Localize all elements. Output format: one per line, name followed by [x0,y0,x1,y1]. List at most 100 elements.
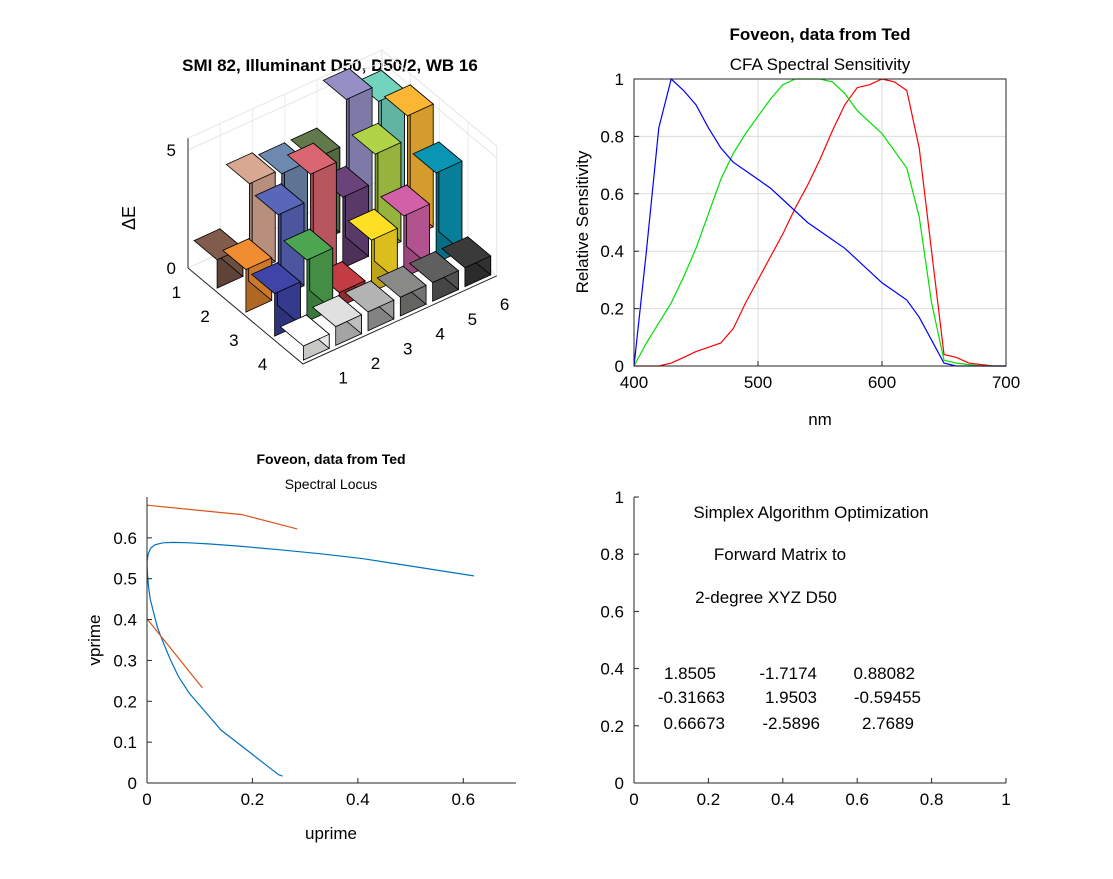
chart-title: Foveon, data from Ted [729,25,910,44]
y-tick-label: 0.6 [600,185,624,204]
bar-top-face [286,142,338,175]
y-tick-label: 1 [615,488,624,507]
bar [254,183,305,299]
floor-edge [187,267,498,365]
x-tick-label: 0 [629,790,638,809]
bar-top-face [250,262,302,295]
text-line-3: 2-degree XYZ D50 [695,588,837,607]
x-tick-label: 400 [620,373,648,392]
bar [347,208,399,293]
axes: 0 0.2 0.4 0.6 0 0.1 0.2 0.3 0.4 0.5 0.6 [113,497,516,809]
matrix-cell: -2.5896 [762,714,820,733]
y-tick-label: 0.8 [600,127,624,146]
bar-top-face [441,236,492,269]
text-line-1: Simplex Algorithm Optimization [693,503,928,522]
matrix-cell: -1.7174 [759,664,817,683]
x-tick-label: 500 [744,373,772,392]
bar-top-face [257,142,309,175]
y-tick-label: 0.2 [113,692,137,711]
bar [344,280,395,332]
y-tick-label: 0 [128,774,137,793]
x-tick-label: 600 [868,373,896,392]
panel-3d-bar-chart: SMI 82, Illuminant D50, D50/2, WB 16 1 2 3… [119,48,510,388]
bar [441,235,492,288]
series-lines [633,77,1006,367]
panel-forward-matrix: 0 0.2 0.4 0.6 0.8 1 0 0.2 0.4 0.6 0.8 1 Simplex Alg… [600,488,1010,809]
y-tick-label: 0.3 [113,651,137,670]
bar-top-face [225,152,276,185]
y-tick-label: 0 [615,357,624,376]
bar-top-face [408,251,460,283]
y-tick-label: 0 [615,774,624,793]
x-tick-label: 1 [1001,790,1010,809]
z-tick-label: 5 [167,141,176,160]
matrix-cell: -0.31663 [658,688,725,707]
x-tick-label: 4 [435,325,444,344]
grid-line [187,61,498,159]
series-line-2 [146,504,298,530]
x-tick-label: 0.4 [771,790,795,809]
series-lines [146,504,474,777]
y-tick-label: 0.4 [600,242,624,261]
y-tick-label: 1 [615,70,624,89]
matrix-cell: 2.7689 [862,714,914,733]
y-tick-label: 0.4 [113,611,137,630]
x-tick-label: 3 [403,339,412,358]
bar-top-face [380,184,431,217]
matrix-cell: 0.88082 [854,664,915,683]
bar-top-face [254,183,305,216]
z-axis-label: ΔE [119,206,139,230]
x-tick-label: 6 [500,295,509,314]
matrix-cell: 1.9503 [765,688,817,707]
axes: 400 500 600 700 0 0.2 0.4 0.6 0.8 1 [600,70,1020,392]
x-tick-label: 0.2 [241,790,265,809]
panel-spectral-sensitivity: Foveon, data from Ted CFA Spectral Sensi… [573,25,1020,429]
axes: 0 0.2 0.4 0.6 0.8 1 0 0.2 0.4 0.6 0.8 1 [600,488,1010,809]
x-axis-label: uprime [305,824,357,843]
x-tick-label: 0.6 [845,790,869,809]
x-tick-label: 2 [371,354,380,373]
x-tick-label: 0.4 [346,790,370,809]
matrix-cell: 0.66673 [664,714,725,733]
matrix-cell: -0.59455 [854,688,921,707]
x-tick-label: 0.8 [920,790,944,809]
x-tick-label: 0.6 [451,790,475,809]
y-tick-label: 0.1 [113,733,137,752]
bar-top-face [283,228,334,261]
chart-title: SMI 82, Illuminant D50, D50/2, WB 16 [182,56,478,75]
y-tick-label: 0.2 [600,300,624,319]
y-tick-label: 3 [229,331,238,350]
y-axis-label: Relative Sensitivity [573,150,592,293]
bar-top-face [311,295,363,328]
series-line-1 [634,78,1006,367]
matrix-cell: 1.8505 [664,664,716,683]
y-tick-label: 0.8 [600,545,624,564]
x-tick-label: 700 [992,373,1020,392]
bar-top-face [412,141,463,174]
bar-top-face [376,265,427,298]
bar [408,250,460,302]
matrix-values: 1.8505 -1.7174 0.88082 -0.31663 1.9503 -… [658,664,921,733]
y-tick-label: 0.2 [600,717,624,736]
y-axis-label: vprime [85,614,104,665]
bar-top-face [347,208,399,241]
x-tick-label: 5 [468,310,477,329]
series-line-1 [146,541,474,777]
bar-top-face [383,84,434,117]
y-tick-label: 0.6 [600,602,624,621]
x-tick-label: 1 [338,369,347,388]
grid [633,78,1007,367]
y-tick-label: 4 [258,355,267,374]
bar-top-face [279,314,330,347]
x-tick-label: 0 [142,790,151,809]
bar-top-face [290,127,341,160]
series-line-3 [146,618,203,689]
bar [376,265,427,317]
series-line-3 [633,77,1006,367]
z-tick-label: 0 [167,259,176,278]
bar-top-face [322,68,373,100]
chart-title: Foveon, data from Ted [256,451,405,467]
y-tick-label: 0.6 [113,529,137,548]
